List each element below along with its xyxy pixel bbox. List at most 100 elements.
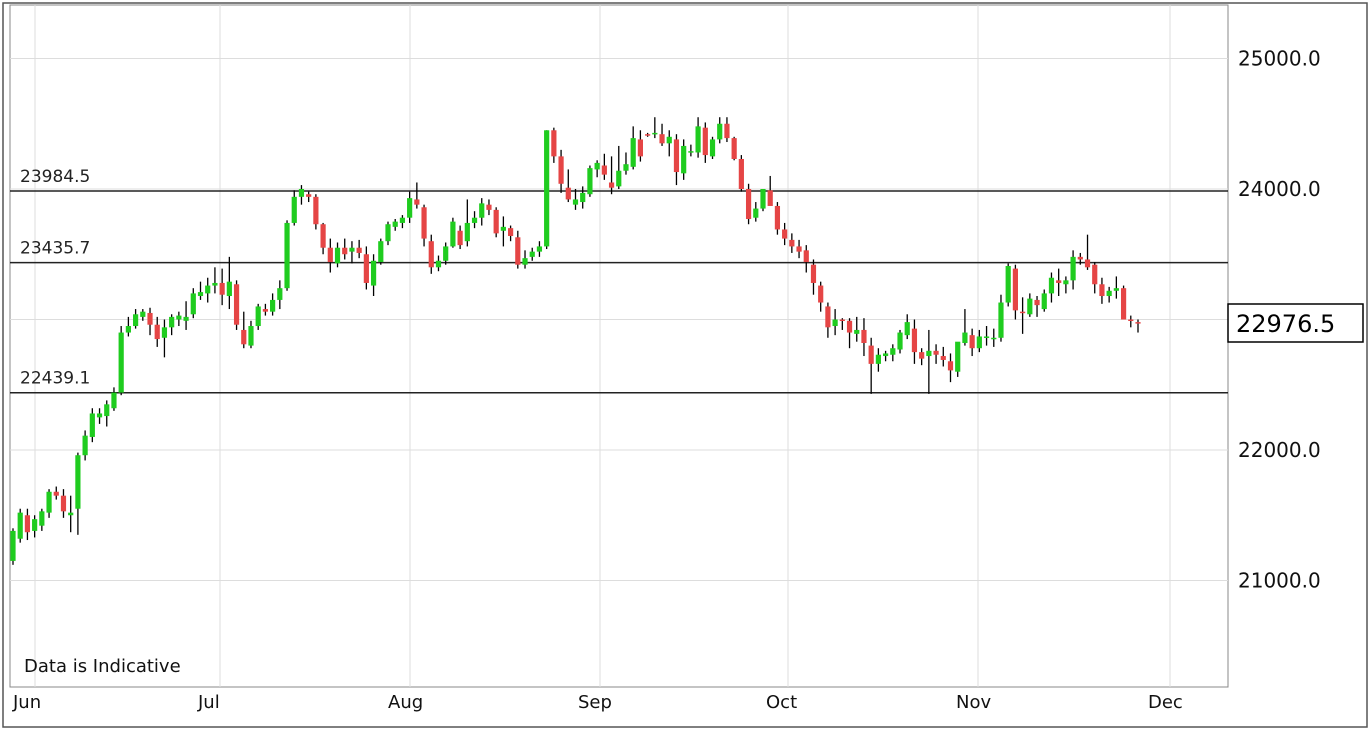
- y-tick-label: 24000.0: [1238, 177, 1321, 201]
- candle: [774, 202, 781, 235]
- candle-body: [962, 332, 968, 343]
- candle-body: [1106, 290, 1112, 297]
- grid-lines: [9, 4, 1229, 688]
- candle: [219, 268, 225, 306]
- x-tick-label: Oct: [766, 692, 797, 713]
- candle: [796, 239, 802, 259]
- candle-body: [277, 288, 283, 300]
- x-tick-label: Aug: [388, 692, 423, 713]
- candle-body: [1128, 319, 1134, 321]
- candle-body: [998, 302, 1004, 338]
- candle: [753, 202, 759, 222]
- candle-body: [767, 190, 773, 206]
- candle-body: [983, 336, 990, 338]
- candle-body: [479, 203, 485, 218]
- candle-body: [111, 392, 117, 409]
- x-tick-label: Sep: [578, 692, 612, 713]
- candle: [976, 329, 982, 353]
- candle-body: [551, 130, 557, 157]
- candle: [695, 117, 701, 158]
- candle: [919, 348, 925, 366]
- candle: [558, 149, 564, 193]
- candle-body: [133, 314, 139, 327]
- x-tick-label: Jun: [12, 692, 41, 713]
- candle-body: [810, 264, 817, 283]
- candle: [926, 329, 932, 394]
- candle-body: [803, 250, 809, 263]
- candle-body: [565, 187, 571, 200]
- x-tick-label: Jul: [197, 692, 220, 713]
- candle-body: [659, 134, 665, 144]
- candle: [392, 219, 398, 231]
- candle-body: [883, 353, 889, 357]
- candle: [75, 452, 81, 535]
- candle: [998, 294, 1004, 342]
- candle: [464, 199, 470, 247]
- candle: [1135, 319, 1141, 333]
- candle: [298, 185, 305, 205]
- candle: [10, 528, 16, 565]
- candle-body: [522, 258, 528, 265]
- candle: [147, 307, 153, 336]
- candle: [1056, 268, 1062, 297]
- candle-body: [608, 182, 615, 188]
- candle-body: [342, 247, 348, 255]
- candle-body: [991, 337, 997, 340]
- candle-body: [623, 164, 629, 171]
- candle-body: [724, 123, 730, 139]
- candle: [313, 194, 319, 230]
- candle: [508, 225, 514, 242]
- candle-body: [414, 199, 420, 205]
- candle: [652, 117, 658, 139]
- candle-body: [717, 123, 723, 140]
- candle-body: [868, 345, 874, 364]
- candle-body: [46, 491, 52, 513]
- candle: [363, 246, 369, 290]
- candle: [702, 122, 708, 163]
- candle: [904, 314, 910, 340]
- candle: [991, 328, 997, 347]
- candle-body: [955, 341, 961, 372]
- candle: [306, 191, 312, 203]
- candle-body: [825, 306, 831, 328]
- candle: [450, 217, 456, 248]
- candle-body: [544, 130, 550, 247]
- candle-body: [709, 139, 716, 157]
- candle-body: [731, 138, 737, 159]
- candle-body: [702, 127, 708, 156]
- candle-body: [421, 207, 427, 239]
- candle: [1070, 250, 1076, 290]
- candle: [745, 183, 752, 225]
- candle: [868, 337, 874, 394]
- candle: [789, 233, 795, 253]
- candle-body: [1099, 284, 1105, 297]
- candles: [10, 117, 1141, 565]
- reference-level-label: 23435.7: [20, 239, 90, 259]
- candle: [1128, 315, 1134, 328]
- candle: [60, 489, 67, 518]
- candle-body: [745, 189, 752, 220]
- candle: [623, 152, 629, 175]
- candle: [248, 320, 254, 349]
- reference-levels: 23984.5 23435.7 22439.1: [10, 167, 1228, 394]
- candle: [1034, 296, 1040, 317]
- candle-body: [334, 247, 341, 264]
- candle: [911, 319, 918, 364]
- candle-body: [219, 282, 225, 295]
- candle-body: [919, 352, 925, 359]
- candle: [832, 309, 838, 336]
- y-axis-labels: 25000.0 24000.0 22000.0 21000.0: [1238, 47, 1321, 593]
- candle-body: [760, 189, 766, 209]
- candle: [1012, 264, 1018, 320]
- candle: [659, 123, 665, 146]
- candle-body: [688, 151, 694, 153]
- candle-body: [1077, 256, 1083, 260]
- candle: [969, 328, 975, 357]
- candle: [378, 238, 384, 265]
- candle-body: [854, 329, 860, 334]
- candle: [68, 495, 74, 533]
- candle-body: [1135, 322, 1141, 324]
- indicative-note: Data is Indicative: [24, 656, 181, 677]
- candle: [53, 486, 59, 500]
